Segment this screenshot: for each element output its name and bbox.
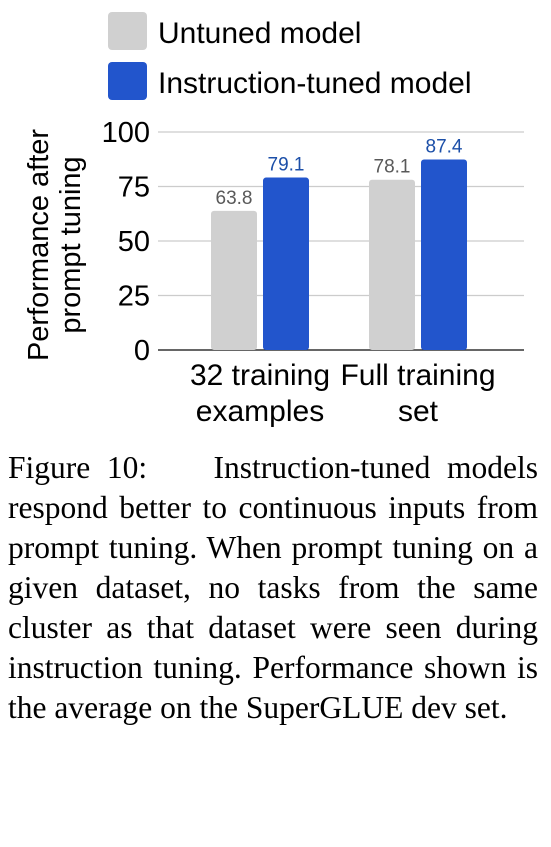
bar-1-2 bbox=[369, 179, 415, 350]
bars bbox=[211, 159, 467, 350]
y-tick-100: 100 bbox=[102, 117, 150, 149]
y-tick-25: 25 bbox=[118, 281, 150, 313]
data-label-1-1: 63.8 bbox=[216, 188, 253, 209]
y-axis-label: Performance after prompt tuning bbox=[23, 129, 87, 361]
y-tick-50: 50 bbox=[118, 226, 150, 258]
y-axis-ticks: 0 25 50 75 100 bbox=[102, 117, 150, 367]
bar-2-2 bbox=[421, 159, 467, 350]
y-axis-label-line-1: Performance after bbox=[23, 129, 55, 361]
data-labels: 63.8 79.1 78.1 87.4 bbox=[216, 136, 463, 208]
legend-swatch-1 bbox=[108, 12, 147, 50]
legend-label-2: Instruction-tuned model bbox=[158, 67, 472, 100]
bar-chart: Untuned model Instruction-tuned model 0 25… bbox=[23, 12, 524, 428]
x-category-label-2-2: set bbox=[398, 395, 439, 428]
data-label-2-1: 79.1 bbox=[268, 155, 305, 176]
y-tick-0: 0 bbox=[134, 335, 150, 367]
caption-text: Instruction-tuned models respond better … bbox=[8, 450, 539, 725]
figure-caption: Figure 10: Instruction-tuned models resp… bbox=[8, 448, 538, 728]
y-axis-label-line-2: prompt tuning bbox=[55, 156, 87, 333]
y-tick-75: 75 bbox=[118, 172, 150, 204]
x-category-label-1-1: 32 training bbox=[190, 359, 330, 392]
figure-number: Figure 10: bbox=[8, 450, 148, 485]
bar-2-1 bbox=[263, 177, 309, 350]
data-label-2-2: 87.4 bbox=[426, 136, 463, 157]
x-category-label-1-2: examples bbox=[196, 395, 324, 428]
legend-label-1: Untuned model bbox=[158, 17, 361, 50]
data-label-1-2: 78.1 bbox=[374, 157, 411, 178]
legend: Untuned model Instruction-tuned model bbox=[108, 12, 472, 100]
bar-1-1 bbox=[211, 210, 257, 350]
legend-swatch-2 bbox=[108, 62, 147, 100]
x-category-label-2-1: Full training bbox=[340, 359, 495, 392]
